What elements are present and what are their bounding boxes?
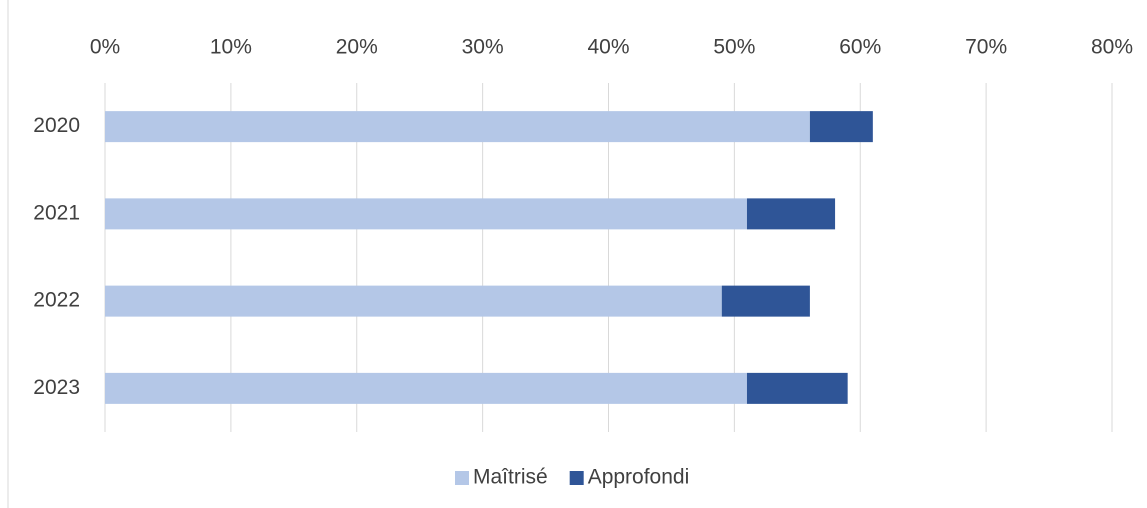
x-tick-label: 80% (1091, 36, 1133, 59)
y-tick-label: 2022 (33, 289, 80, 312)
x-tick-label: 70% (965, 36, 1007, 59)
x-tick-label: 50% (713, 36, 755, 59)
y-tick-label: 2020 (33, 114, 80, 137)
bar-segment (105, 111, 810, 143)
x-tick-label: 20% (336, 36, 378, 59)
x-tick-label: 40% (587, 36, 629, 59)
bar-segment (746, 198, 836, 230)
bar-segment (105, 285, 722, 317)
y-tick-label: 2023 (33, 376, 80, 399)
x-tick-label: 10% (210, 36, 252, 59)
y-tick-label: 2021 (33, 201, 80, 224)
bar-segment (105, 372, 747, 404)
legend-label: Maîtrisé (473, 466, 548, 489)
legend-swatch (569, 471, 584, 485)
bar-segment (105, 198, 747, 230)
bar-segment (809, 111, 873, 143)
x-tick-label: 30% (462, 36, 504, 59)
bar-segment (746, 372, 848, 404)
legend-swatch (455, 471, 469, 485)
legend-label: Approfondi (588, 466, 690, 489)
bar-segment (721, 285, 810, 317)
x-tick-label: 60% (839, 36, 881, 59)
x-tick-label: 0% (90, 36, 120, 59)
